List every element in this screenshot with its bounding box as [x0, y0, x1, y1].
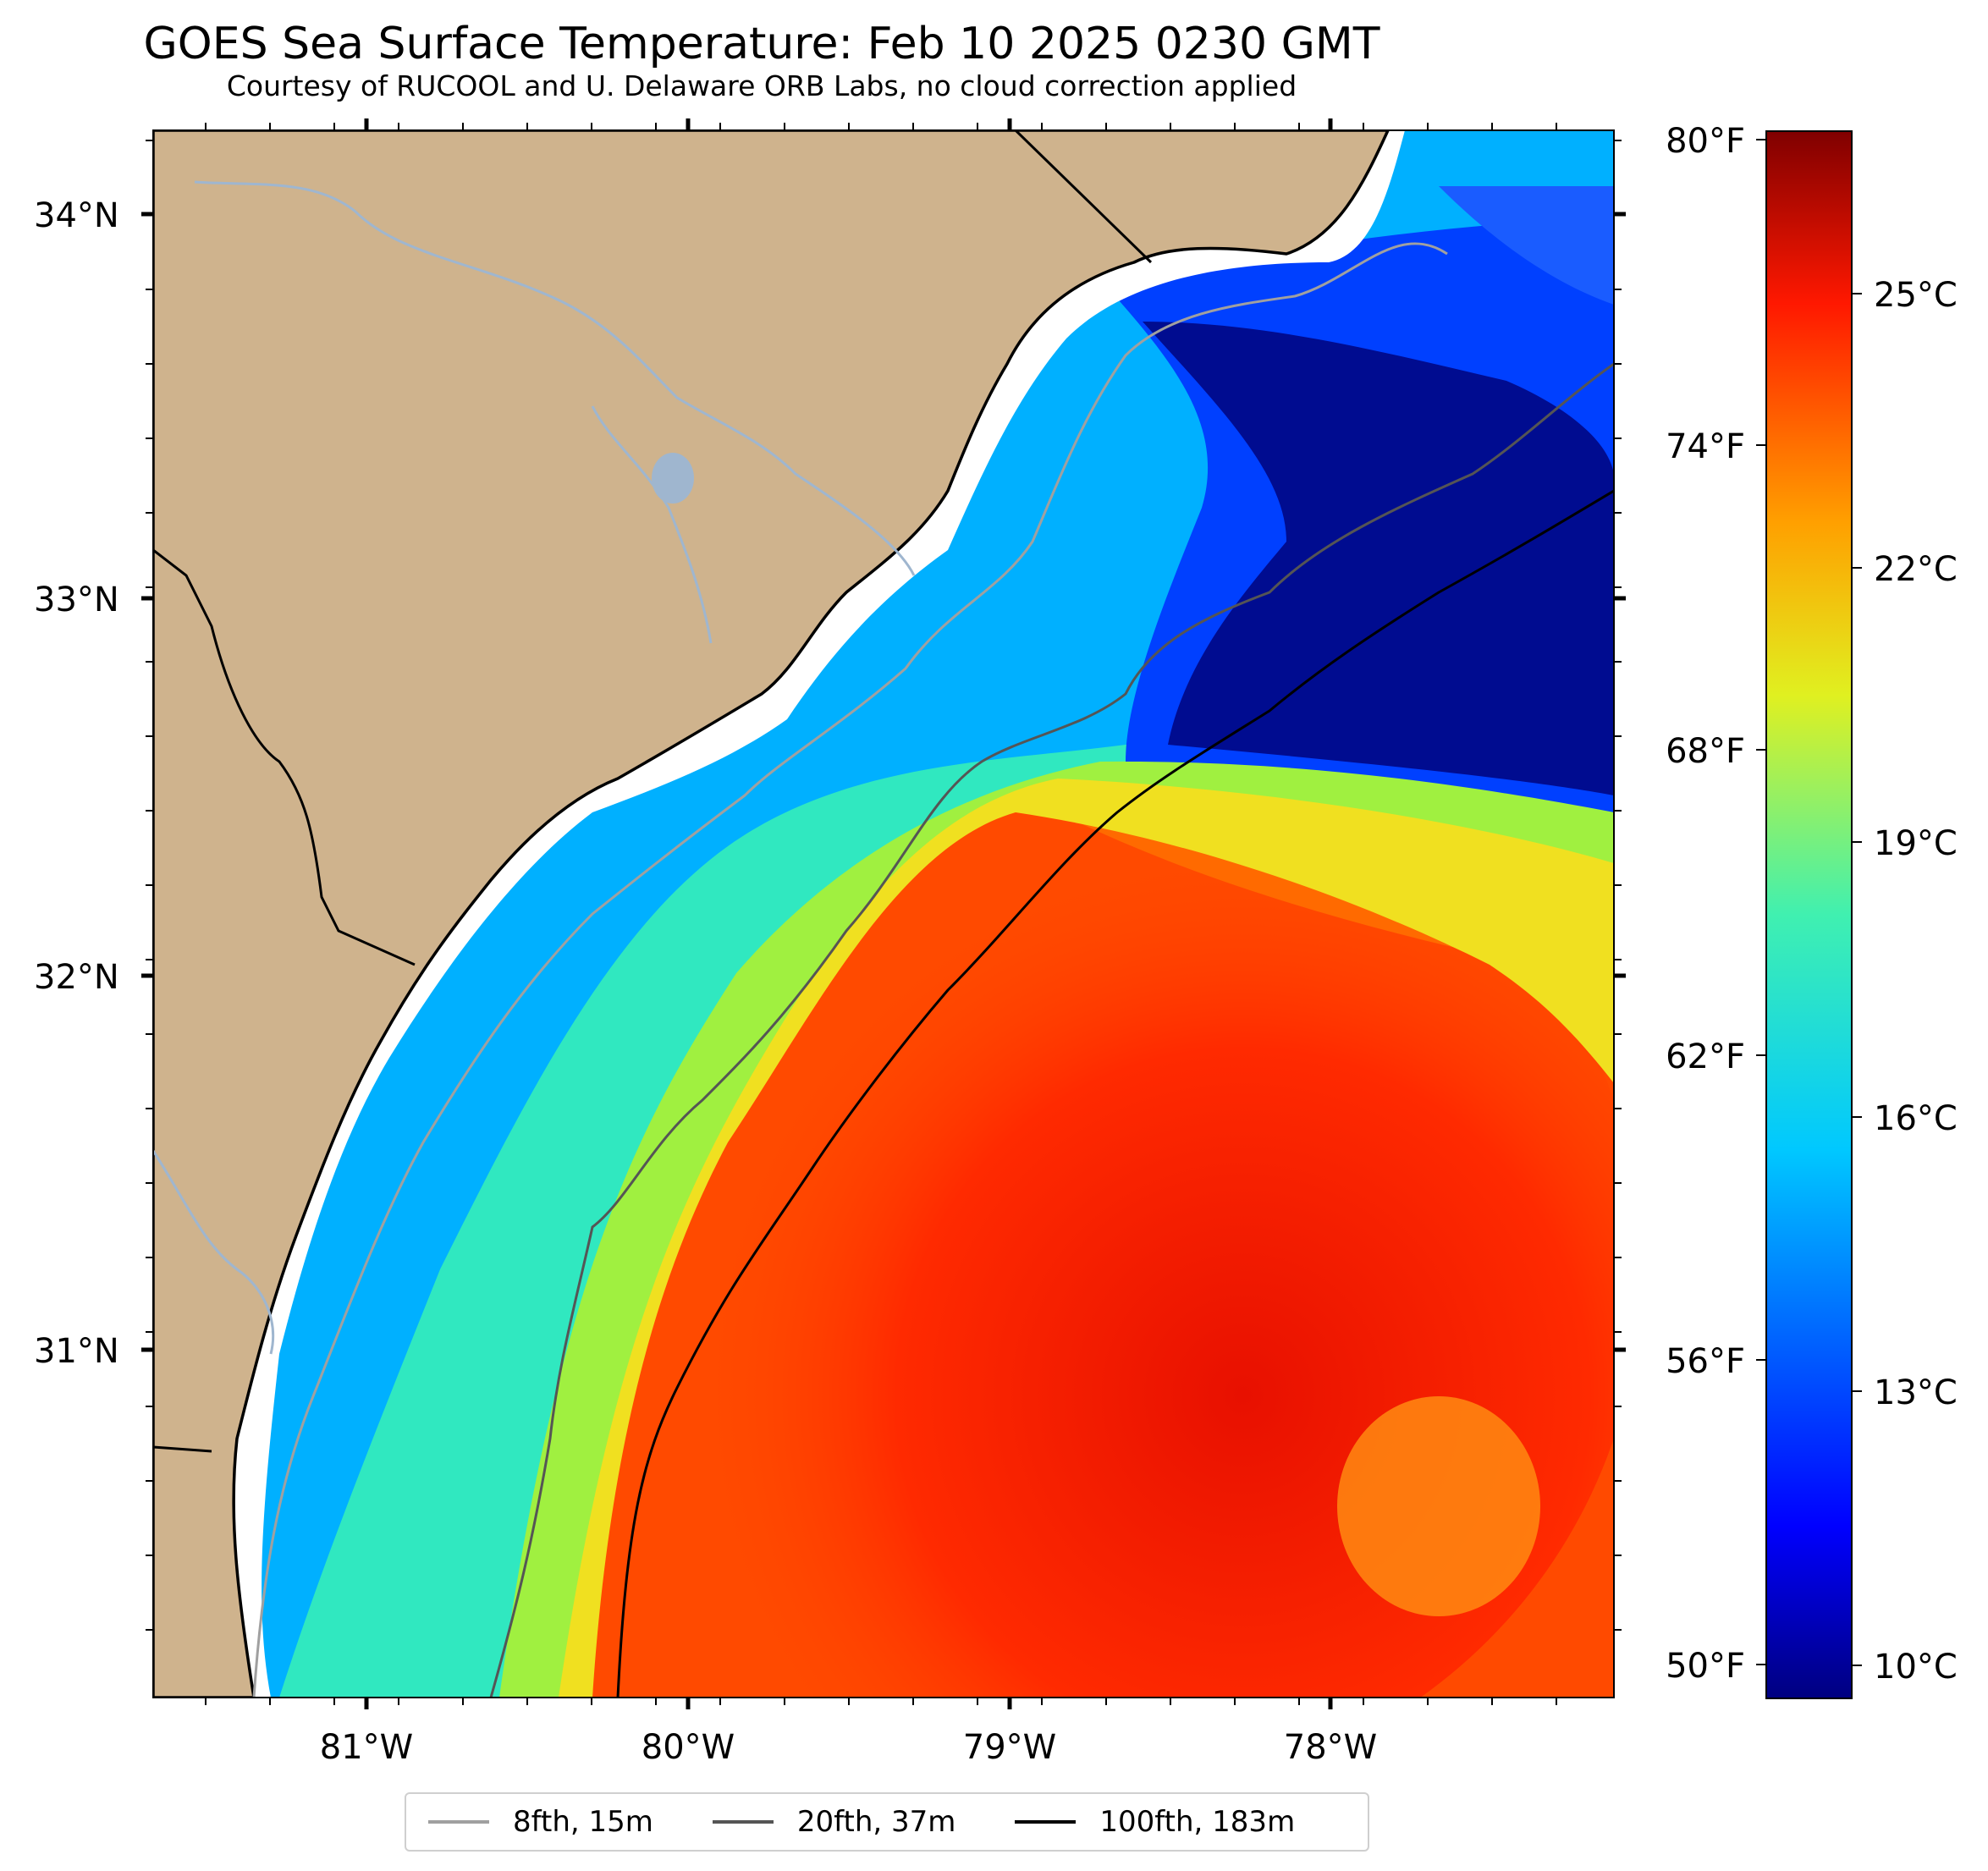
fahrenheit-label-74: 74°F: [1666, 427, 1745, 466]
celsius-label-19: 19°C: [1874, 824, 1958, 863]
legend-swatch-20fth: [713, 1820, 774, 1824]
legend-item-100fth: 100fth, 183m: [1015, 1805, 1295, 1839]
celsius-label-16: 16°C: [1874, 1099, 1958, 1138]
celsius-label-10: 10°C: [1874, 1648, 1958, 1687]
colorbar: [1766, 131, 1852, 1698]
fahrenheit-label-50: 50°F: [1666, 1647, 1745, 1686]
colorbar-fahrenheit-ticks: [1756, 140, 1766, 1665]
legend-item-20fth: 20fth, 37m: [713, 1805, 956, 1839]
celsius-label-13: 13°C: [1874, 1373, 1958, 1412]
colorbar-celsius-ticks: [1852, 294, 1862, 1665]
warm-eddy: [1337, 1396, 1540, 1616]
lon-label-79w: 79°W: [963, 1728, 1056, 1767]
lake-marker: [652, 453, 694, 504]
legend-swatch-8fth: [428, 1820, 489, 1824]
celsius-label-22: 22°C: [1874, 550, 1958, 589]
legend-swatch-100fth: [1015, 1820, 1076, 1824]
legend-label-20fth: 20fth, 37m: [797, 1805, 956, 1839]
lon-label-78w: 78°W: [1284, 1728, 1377, 1767]
lat-label-31n: 31°N: [34, 1332, 119, 1371]
isobath-legend: 8fth, 15m 20fth, 37m 100fth, 183m: [405, 1792, 1369, 1852]
lat-label-33n: 33°N: [34, 581, 119, 619]
fahrenheit-label-62: 62°F: [1666, 1037, 1745, 1076]
lat-label-34n: 34°N: [34, 196, 119, 235]
sst-map-figure: 34°N 33°N 32°N 31°N 81°W 80°W 79°W 78°W …: [0, 0, 1988, 1871]
fahrenheit-label-56: 56°F: [1666, 1342, 1745, 1381]
celsius-label-25: 25°C: [1874, 276, 1958, 315]
lat-label-32n: 32°N: [34, 958, 119, 997]
lon-label-81w: 81°W: [320, 1728, 413, 1767]
fahrenheit-label-80: 80°F: [1666, 122, 1745, 161]
legend-label-8fth: 8fth, 15m: [513, 1805, 653, 1839]
legend-item-8fth: 8fth, 15m: [428, 1805, 653, 1839]
sst-plot-area: [153, 130, 1642, 1794]
legend-label-100fth: 100fth, 183m: [1099, 1805, 1295, 1839]
lon-label-80w: 80°W: [642, 1728, 735, 1767]
fahrenheit-label-68: 68°F: [1666, 732, 1745, 771]
